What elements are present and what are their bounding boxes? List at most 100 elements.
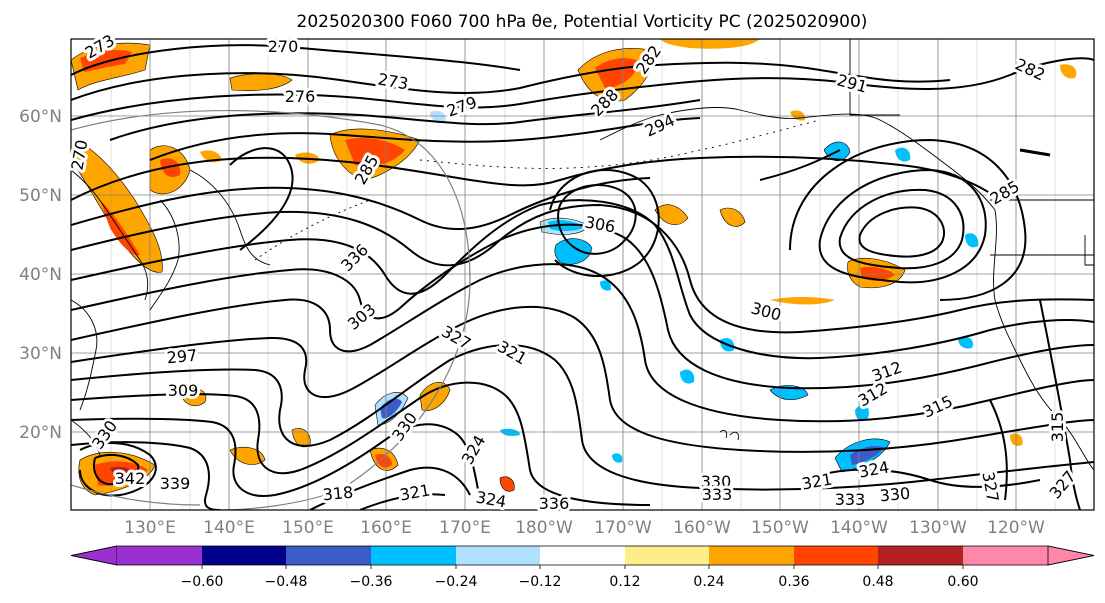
- contour-label: 333: [835, 490, 866, 509]
- contour-label: 270: [268, 37, 299, 56]
- contour-line: [309, 466, 471, 510]
- contour-line: [71, 441, 221, 510]
- contour-label-halo: 315: [1048, 412, 1067, 443]
- contour-line: [71, 177, 651, 231]
- colorbar-outline: [70, 545, 1095, 566]
- coastline-philippines: [71, 419, 101, 456]
- longitude-label: 140°W: [830, 518, 888, 538]
- pv-area-positive: [229, 447, 266, 465]
- pv-area-strong: [499, 476, 515, 492]
- longitude-label: 160°W: [673, 518, 731, 538]
- contour-label-halo: 309: [168, 381, 199, 400]
- pv-area-positive: [179, 387, 207, 406]
- pv-area-positive: [229, 73, 293, 91]
- colorbar-swatch: [117, 546, 202, 565]
- contour-line: [71, 417, 481, 501]
- longitude-labels: 130°E 140°E 150°E 160°E 170°E 180°W 170°W 160°W…: [124, 518, 1045, 538]
- pv-area-positive: [75, 139, 163, 273]
- contour-line: [229, 147, 294, 251]
- contour-line: [109, 99, 701, 141]
- contour-label-halo: 336: [539, 494, 570, 513]
- colorbar-tick-label: 0.12: [609, 574, 640, 590]
- colorbar-tick-label: 0.48: [862, 574, 893, 590]
- contour-line: [989, 399, 1008, 501]
- contour-line: [557, 184, 637, 255]
- latitude-label: 20°N: [19, 423, 62, 443]
- contour-line: [71, 44, 521, 76]
- contour-label: 333: [702, 485, 733, 504]
- colorbar-tick-label: 0.60: [947, 574, 978, 590]
- colorbar-extend-left: [70, 545, 118, 566]
- pv-area-positive: [654, 204, 689, 225]
- colorbar-tick-label: −0.36: [350, 574, 393, 590]
- border-us-canada: [990, 199, 1094, 266]
- colorbar-swatch: [963, 546, 1048, 565]
- coastline-feature: [1019, 148, 1051, 157]
- pv-area-positive: [770, 297, 835, 305]
- pv-area-negative-strong: [612, 453, 623, 463]
- contour-label: 330: [701, 472, 732, 491]
- longitude-label: 160°E: [360, 518, 412, 538]
- contour-label: 309: [168, 381, 199, 400]
- contour-line: [93, 453, 140, 486]
- contour-label: 297: [166, 346, 198, 368]
- colorbar-tick-label: 0.24: [693, 574, 724, 590]
- colorbar-swatch: [709, 546, 794, 565]
- contour-line: [71, 381, 651, 506]
- longitude-label: 130°W: [909, 518, 967, 538]
- contour-label: 315: [1048, 412, 1067, 443]
- colorbar-swatch: [371, 546, 456, 565]
- pv-area-very-strong: [110, 466, 135, 478]
- contour-label-halo: 339: [160, 474, 191, 493]
- contour-line: [359, 493, 446, 510]
- latitude-label: 30°N: [19, 344, 62, 364]
- theta-e-contours: [71, 44, 1094, 510]
- contour-line: [818, 168, 987, 284]
- coastline-kamchatka: [189, 169, 271, 266]
- colorbar-swatch: [794, 546, 878, 565]
- contour-label-halo: 342: [115, 469, 146, 488]
- colorbar-swatch: [456, 546, 540, 565]
- border-alaska-canada: [849, 39, 900, 116]
- colorbar-swatch: [878, 546, 963, 565]
- coastline-asia: [71, 169, 149, 301]
- contour-label: 342: [115, 469, 146, 488]
- contour-line: [1039, 299, 1081, 510]
- pv-area-strong: [160, 158, 181, 178]
- chart-title: 2025020300 F060 700 hPa θe, Potential Vo…: [297, 12, 868, 32]
- pv-area-negative-strong: [855, 404, 869, 422]
- contour-line: [789, 138, 1027, 301]
- pv-area-negative-strong: [895, 147, 911, 162]
- coastlines: [71, 39, 1094, 471]
- latitude-label: 40°N: [19, 265, 62, 285]
- coastline-aleutians: [419, 119, 821, 169]
- longitude-label: 170°W: [594, 518, 652, 538]
- coastline-sakhalin: [149, 199, 180, 311]
- colorbar-tick-label: 0.36: [778, 574, 809, 590]
- contour-line: [71, 61, 951, 101]
- longitude-label: 180°W: [515, 518, 573, 538]
- pv-area-strong: [595, 58, 640, 88]
- contour-label: 330: [879, 484, 911, 506]
- longitude-label: 150°E: [282, 518, 334, 538]
- latitude-label: 60°N: [19, 107, 62, 127]
- contour-label-halo: 333: [835, 490, 866, 509]
- colorbar-swatch: [202, 546, 286, 565]
- contour-label: 318: [322, 483, 354, 505]
- contour-line: [71, 223, 1094, 390]
- latitude-labels: 20°N 30°N 40°N 50°N 60°N: [19, 107, 62, 443]
- contour-line: [79, 442, 157, 497]
- great-circle-arc: [71, 110, 471, 510]
- contour-label-halo: 333: [702, 485, 733, 504]
- map-frame: [70, 38, 1095, 511]
- contour-label: 336: [539, 494, 570, 513]
- contour-line: [838, 188, 965, 270]
- colorbar-tick-label: −0.24: [435, 574, 478, 590]
- latitude-label: 50°N: [19, 186, 62, 206]
- contour-line: [71, 344, 1094, 491]
- longitude-label: 120°W: [987, 518, 1045, 538]
- map-plot-area: [71, 39, 1094, 510]
- contour-line: [71, 203, 1094, 334]
- pv-area-strong: [345, 138, 405, 167]
- coastline-alaska: [599, 107, 996, 211]
